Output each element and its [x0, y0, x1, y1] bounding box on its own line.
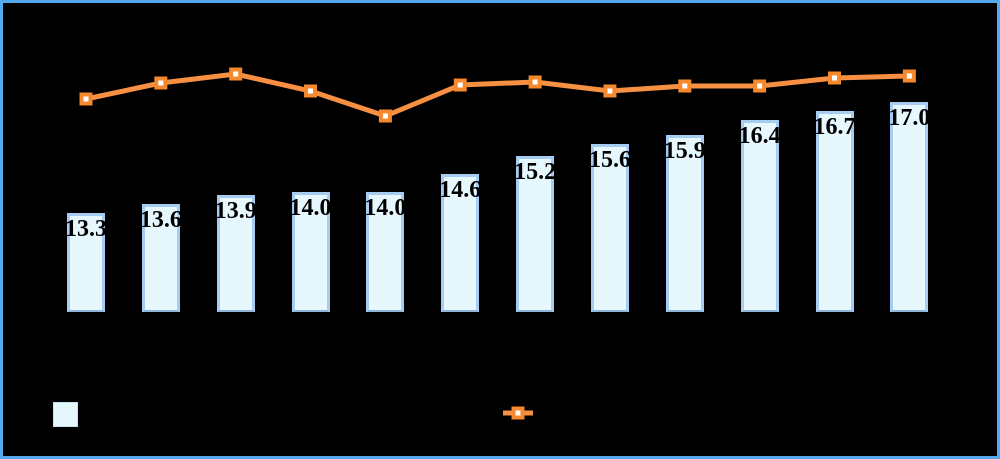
- bar-data-label: 15.9: [663, 138, 706, 164]
- bar: [216, 195, 255, 312]
- bar-data-label: 13.3: [65, 216, 107, 242]
- line-marker-dot-icon: [83, 96, 89, 102]
- bar: [141, 204, 180, 312]
- bar-data-label: 16.7: [813, 114, 856, 140]
- bar: [590, 144, 629, 312]
- line-marker-dot-icon: [757, 83, 763, 89]
- bar-data-label: 15.2: [514, 159, 557, 185]
- bar-data-label: 14.0: [364, 195, 407, 221]
- line-marker-dot-icon: [832, 75, 837, 81]
- bar-data-label: 14.0: [289, 195, 332, 221]
- bar: [366, 192, 405, 312]
- bar: [740, 120, 779, 312]
- bar-data-label: 13.9: [214, 198, 257, 224]
- bar: [665, 135, 704, 312]
- bar: [516, 156, 555, 312]
- line-marker-dot-icon: [233, 71, 239, 77]
- bar-data-label: 15.6: [588, 147, 631, 173]
- bar: [291, 192, 330, 312]
- bar-data-label: 13.6: [139, 207, 182, 233]
- bar-data-label: 17.0: [888, 105, 931, 131]
- bar: [815, 111, 854, 312]
- line-marker-dot-icon: [382, 113, 388, 119]
- line-series-path: [85, 71, 910, 119]
- legend-bar-swatch: [53, 402, 78, 427]
- bar-data-label: 14.6: [439, 177, 482, 203]
- line-marker-dot-icon: [906, 73, 912, 79]
- line-marker-dot-icon: [457, 82, 463, 88]
- line-marker-dot-icon: [158, 80, 164, 86]
- bar: [890, 102, 929, 312]
- line-marker-dot-icon: [308, 88, 314, 94]
- line-marker-dot-icon: [607, 88, 613, 94]
- bar: [67, 213, 105, 312]
- bar-data-label: 16.4: [738, 123, 781, 149]
- line-marker-dot-icon: [515, 410, 521, 416]
- line-marker-dot-icon: [532, 79, 538, 85]
- line-marker-dot-icon: [682, 83, 688, 89]
- bar: [441, 174, 480, 312]
